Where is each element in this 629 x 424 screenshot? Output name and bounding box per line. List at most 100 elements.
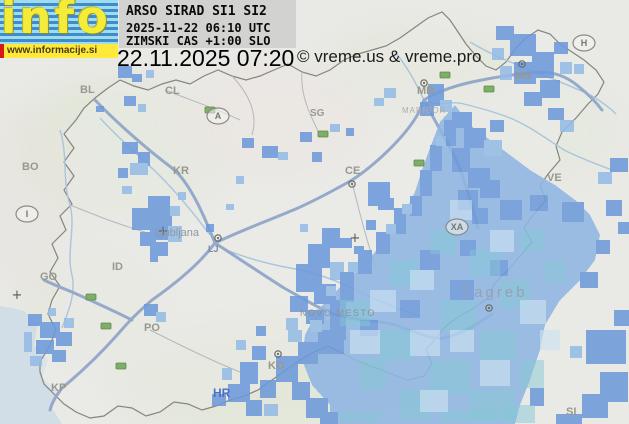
radar-cell bbox=[520, 360, 544, 388]
radar-cell bbox=[444, 120, 456, 146]
radar-cell bbox=[346, 128, 354, 136]
radar-cell bbox=[64, 318, 74, 328]
airport-cross-icon: + bbox=[158, 224, 169, 239]
oval-label: A bbox=[215, 111, 222, 121]
radar-cell bbox=[420, 390, 448, 412]
radar-cell bbox=[40, 322, 60, 338]
map-label: Zagreb bbox=[462, 284, 528, 301]
banner-red-ribbon bbox=[0, 44, 4, 58]
radar-cell bbox=[310, 320, 322, 332]
map-label: MB bbox=[417, 85, 434, 97]
map-label: LJ bbox=[208, 244, 219, 254]
radar-cell bbox=[226, 204, 234, 210]
radar-cell bbox=[420, 250, 440, 270]
radar-cell bbox=[56, 332, 72, 346]
radar-cell bbox=[338, 238, 352, 248]
radar-cell bbox=[322, 228, 340, 248]
info-logo[interactable]: info bbox=[0, 0, 118, 44]
city-marker bbox=[485, 304, 493, 312]
city-marker bbox=[518, 60, 526, 68]
radar-cell bbox=[560, 120, 574, 132]
radar-cell bbox=[340, 412, 380, 422]
radar-cell bbox=[480, 360, 510, 386]
radar-cell bbox=[400, 300, 420, 318]
radar-cell bbox=[410, 196, 422, 216]
radar-cell bbox=[580, 272, 598, 288]
radar-cell bbox=[370, 290, 396, 312]
radar-cell bbox=[470, 250, 500, 276]
radar-cell bbox=[540, 80, 560, 98]
radar-cell bbox=[410, 330, 440, 356]
radar-cell bbox=[130, 163, 148, 175]
road-oval-marker: A bbox=[206, 107, 230, 125]
map-label: VE bbox=[547, 172, 562, 184]
radar-cell bbox=[480, 330, 516, 360]
radar-cell bbox=[350, 330, 380, 354]
radar-cell bbox=[286, 318, 298, 330]
radar-cell bbox=[146, 70, 154, 78]
radar-cell bbox=[300, 224, 308, 232]
radar-cell bbox=[394, 208, 406, 218]
radar-cell bbox=[598, 172, 612, 184]
radar-cell bbox=[148, 196, 170, 214]
radar-cell bbox=[96, 106, 104, 112]
radar-cell bbox=[618, 222, 629, 234]
radar-cell bbox=[278, 152, 288, 160]
map-label: BO bbox=[22, 161, 39, 173]
map-label: HR bbox=[213, 386, 231, 400]
radar-cell bbox=[236, 176, 244, 184]
radar-cell bbox=[520, 230, 544, 252]
radar-cell bbox=[24, 332, 32, 352]
radar-cell bbox=[168, 226, 182, 242]
oval-shape bbox=[445, 218, 469, 236]
radar-cell bbox=[452, 112, 472, 128]
radar-cell bbox=[206, 224, 214, 232]
radar-cell bbox=[178, 192, 186, 200]
radar-cell bbox=[556, 414, 582, 424]
map-label: PO bbox=[144, 322, 160, 334]
radar-cell bbox=[222, 368, 232, 380]
radar-cell bbox=[530, 195, 548, 211]
radar-cell bbox=[582, 394, 608, 418]
radar-cell bbox=[138, 104, 146, 112]
oval-shape bbox=[572, 34, 596, 52]
radar-cell bbox=[450, 280, 474, 300]
radar-cell bbox=[290, 296, 308, 312]
road-oval-marker: I bbox=[15, 205, 39, 223]
city-marker-core bbox=[216, 236, 220, 240]
radar-cells bbox=[24, 26, 629, 424]
radar-cell bbox=[122, 186, 132, 194]
radar-cell bbox=[246, 400, 262, 416]
radar-cell bbox=[500, 200, 522, 220]
website-banner[interactable]: www.informacije.si bbox=[0, 44, 118, 58]
radar-cell bbox=[360, 360, 386, 390]
road-shield bbox=[413, 159, 425, 167]
radar-cell bbox=[264, 404, 278, 416]
radar-cell bbox=[596, 240, 610, 254]
radar-local-time-label: ZIMSKI CAS +1:00 SLO bbox=[126, 34, 271, 48]
radar-cell bbox=[374, 98, 384, 106]
airport-cross-icon: + bbox=[350, 231, 361, 246]
radar-cell bbox=[156, 242, 168, 256]
radar-cell bbox=[170, 206, 180, 216]
radar-cell bbox=[402, 204, 412, 214]
map-label: KR bbox=[173, 165, 189, 177]
radar-cell bbox=[420, 170, 432, 196]
radar-cell bbox=[606, 200, 622, 216]
radar-cell bbox=[330, 300, 346, 340]
city-marker-core bbox=[487, 306, 491, 310]
radar-cell bbox=[560, 62, 572, 74]
radar-cell bbox=[228, 384, 250, 402]
radar-cell bbox=[520, 300, 546, 324]
radar-cell bbox=[298, 342, 318, 364]
radar-info-box: ARSO SIRAD SI1 SI2 2025-11-22 06:10 UTC … bbox=[119, 0, 296, 48]
radar-cell bbox=[410, 270, 434, 290]
radar-cell bbox=[144, 304, 158, 316]
radar-cell bbox=[386, 224, 396, 234]
radar-cell bbox=[326, 286, 336, 296]
road-shield bbox=[483, 85, 495, 93]
airport-cross-icon: + bbox=[12, 288, 23, 303]
radar-cell bbox=[48, 308, 56, 316]
radar-cell bbox=[150, 246, 158, 262]
road-oval-marker: XA bbox=[445, 218, 469, 236]
